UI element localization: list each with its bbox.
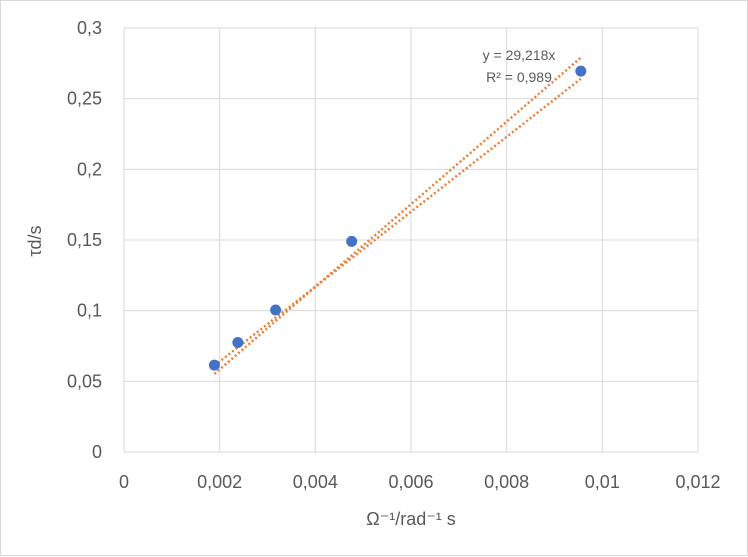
y-tick-label: 0,25: [67, 89, 102, 109]
x-axis-title: Ω⁻¹/rad⁻¹ s: [366, 509, 455, 529]
y-tick-label: 0,15: [67, 230, 102, 250]
trendline: [213, 56, 582, 375]
grid-layer: [123, 27, 699, 453]
tick-label-layer: 0 0,05 0,1 0,15 0,2 0,25 0,3 0 0,002 0,004 0,006 0,…: [67, 18, 721, 492]
y-axis-title: τd/s: [25, 225, 45, 256]
x-tick-label: 0,012: [675, 472, 720, 492]
x-tick-label: 0,01: [585, 472, 620, 492]
x-tick-label: 0,004: [293, 472, 338, 492]
x-tick-label: 0: [119, 472, 129, 492]
trendline-layer: [213, 56, 582, 375]
data-point: [270, 304, 282, 316]
data-point: [575, 65, 587, 77]
data-point-layer: [208, 65, 587, 371]
y-tick-label: 0,2: [77, 159, 102, 179]
data-point: [232, 336, 244, 348]
y-tick-label: 0,3: [77, 18, 102, 38]
y-tick-label: 0,05: [67, 371, 102, 391]
trendline-r-squared: R² = 0,989: [486, 69, 552, 85]
trendline-equation: y = 29,218x: [483, 47, 556, 63]
x-tick-label: 0,006: [388, 472, 433, 492]
y-tick-label: 0,1: [77, 301, 102, 321]
data-point: [346, 235, 358, 247]
trendline: [213, 77, 582, 367]
data-point: [208, 359, 220, 371]
x-tick-label: 0,008: [484, 472, 529, 492]
x-tick-label: 0,002: [197, 472, 242, 492]
y-tick-label: 0: [92, 442, 102, 462]
